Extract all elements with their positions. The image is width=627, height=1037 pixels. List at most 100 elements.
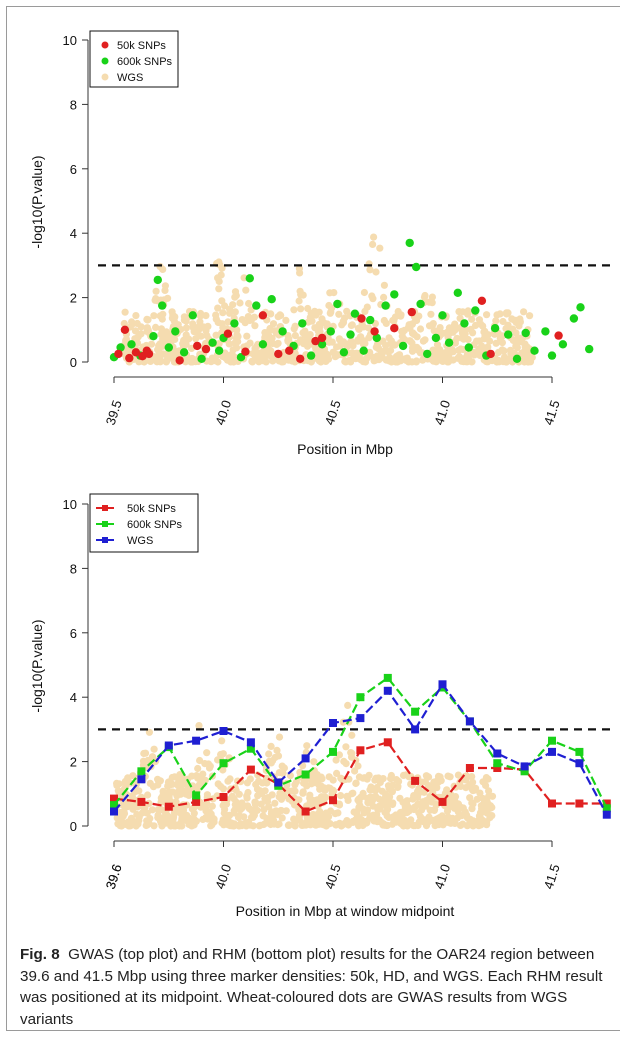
wgs-point — [475, 316, 483, 324]
wgs-point — [456, 778, 464, 786]
y-tick-label: 2 — [70, 755, 77, 770]
wgs-point — [375, 774, 383, 782]
wgs-point — [369, 802, 377, 810]
wgs-point — [314, 813, 322, 821]
wgs-point — [143, 809, 151, 817]
wgs-point — [154, 811, 162, 819]
wgs-point — [131, 327, 140, 335]
wgs-point — [217, 750, 225, 759]
wgs-point — [462, 358, 470, 366]
wgs-point — [288, 357, 296, 365]
snp50k-point — [223, 329, 233, 338]
wgs-point — [297, 305, 305, 313]
wgs-point — [265, 750, 273, 758]
wgs-point — [414, 346, 422, 354]
wgs-point — [244, 802, 252, 810]
y-tick-label: 4 — [70, 690, 77, 705]
wgs-point — [207, 358, 215, 366]
figure-plots: 0 2 4 6 8 10 39.5 40.0 40.5 41.0 41.5 -log10(P.va… — [29, 30, 611, 919]
wgs-point — [262, 774, 270, 782]
wgs-point — [230, 358, 238, 366]
rhm-wgs-background — [112, 701, 497, 830]
wgs-point — [403, 808, 411, 817]
wgs-point — [326, 289, 334, 297]
wgs-point — [507, 350, 515, 358]
snp600k-point — [558, 340, 568, 349]
wgs-point — [462, 776, 470, 784]
wgs-point — [225, 340, 233, 348]
wgs-point — [447, 799, 455, 807]
snp50k-point — [258, 311, 268, 320]
wgs-point — [524, 358, 532, 366]
wgs-point — [224, 816, 232, 824]
wgs-point — [201, 776, 209, 784]
wgs-point — [290, 815, 298, 823]
wgs-point — [385, 357, 393, 365]
wgs-point — [275, 733, 284, 741]
wgs-point — [113, 779, 121, 788]
series-point-50k — [110, 794, 118, 803]
wgs-point — [493, 311, 501, 319]
series-point-600k — [246, 744, 255, 753]
wgs-point — [451, 320, 459, 328]
gwas-x-ticks: 39.5 40.0 40.5 41.0 41.5 — [103, 377, 563, 427]
snp600k-point — [230, 319, 239, 328]
wgs-point — [427, 798, 436, 806]
wgs-point — [512, 318, 520, 327]
wgs-point — [233, 331, 241, 339]
wgs-point — [242, 286, 250, 294]
snp50k-point — [296, 354, 305, 363]
wgs-point — [228, 351, 236, 359]
wgs-point — [455, 346, 463, 354]
wgs-point — [203, 814, 211, 822]
wgs-point — [411, 822, 419, 830]
series-point-wgs — [329, 719, 337, 727]
wgs-point — [230, 822, 238, 830]
wgs-point — [456, 821, 465, 830]
snp600k-point — [576, 303, 585, 312]
wgs-point — [171, 335, 179, 343]
wgs-point — [445, 348, 453, 356]
wgs-point — [288, 787, 296, 795]
wgs-point — [297, 291, 305, 299]
snp50k-point — [125, 353, 134, 363]
wgs-point — [329, 776, 337, 784]
snp600k-point — [171, 327, 180, 336]
figure-label: Fig. 8 — [20, 946, 60, 963]
wgs-point — [129, 320, 137, 328]
wgs-point — [313, 796, 321, 804]
wgs-point — [202, 804, 210, 812]
wgs-point — [171, 313, 179, 321]
wgs-point — [145, 820, 153, 828]
gwas-x-axis-title: Position in Mbp — [297, 441, 393, 457]
y-tick-label: 10 — [63, 497, 77, 512]
wgs-point — [278, 814, 286, 822]
wgs-point — [454, 771, 462, 779]
snp600k-point — [471, 306, 480, 315]
snp600k-point — [512, 354, 522, 363]
wgs-point — [253, 806, 261, 815]
rhm-legend: 50k SNPs 600k SNPs WGS — [89, 493, 199, 553]
wgs-point — [335, 800, 343, 808]
wgs-point — [449, 356, 457, 364]
wgs-point — [164, 782, 172, 790]
wgs-point — [476, 816, 484, 824]
series-point-wgs — [301, 754, 310, 763]
wgs-point — [373, 340, 381, 348]
snp600k-point — [585, 344, 594, 354]
y-tick-label: 6 — [70, 626, 77, 641]
wgs-point — [267, 347, 275, 355]
wgs-point — [185, 335, 193, 343]
wgs-point — [245, 299, 253, 308]
wgs-point — [483, 311, 491, 319]
wgs-point — [376, 244, 384, 252]
wgs-point — [499, 317, 507, 326]
wgs-point — [366, 266, 374, 274]
wgs-point — [315, 308, 323, 316]
series-point-wgs — [246, 738, 255, 747]
wgs-point — [154, 346, 162, 354]
snp600k-point — [214, 346, 224, 355]
series-point-50k — [219, 793, 228, 801]
snp600k-point — [521, 328, 530, 338]
wgs-point — [378, 787, 386, 795]
